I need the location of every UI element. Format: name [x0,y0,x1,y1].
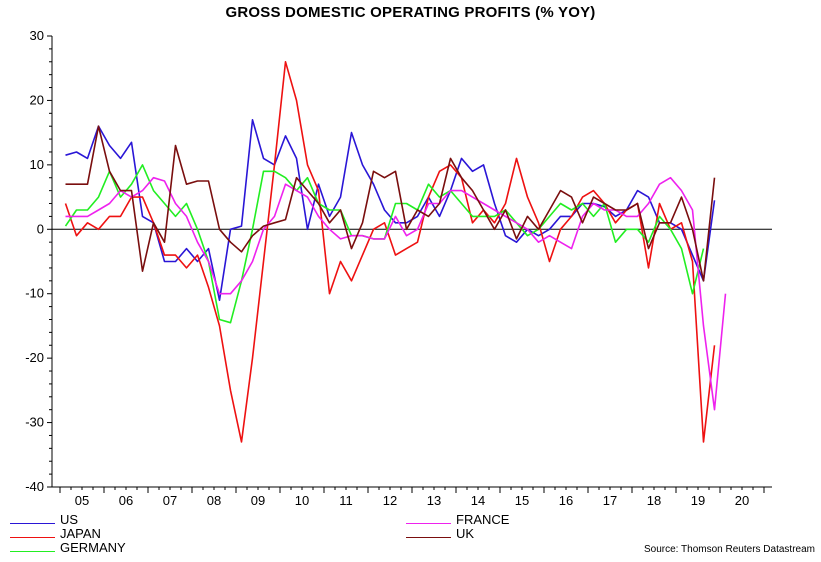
x-tick-label: 12 [383,493,397,508]
y-tick-label: 0 [37,221,44,236]
y-axis-ticks: 30 20 10 0 -10 -20 -30 -40 [25,28,52,494]
x-tick-label: 10 [295,493,309,508]
series-line-uk [65,125,716,282]
y-tick-label: 30 [30,28,44,43]
x-tick-label: 17 [603,493,617,508]
y-tick-label: 10 [30,157,44,172]
series-line-japan [64,60,716,443]
y-tick-label: -40 [25,479,44,494]
legend-swatch-germany [10,551,55,552]
legend-swatch-us [10,523,55,524]
y-tick-label: -30 [25,415,44,430]
legend-label-japan: JAPAN [60,526,101,541]
x-tick-label: 07 [163,493,177,508]
series-lines [64,60,727,443]
legend-label-germany: GERMANY [60,540,126,555]
x-tick-label: 16 [559,493,573,508]
y-tick-label: 20 [30,92,44,107]
x-tick-label: 06 [119,493,133,508]
legend-swatch-uk [406,537,451,538]
legend-swatch-france [406,523,451,524]
x-tick-label: 13 [427,493,441,508]
x-tick-label: 18 [647,493,661,508]
chart-axes [51,36,772,488]
x-tick-label: 14 [471,493,485,508]
x-tick-label: 15 [515,493,529,508]
series-line-france [65,176,727,411]
legend-label-france: FRANCE [456,512,510,527]
x-axis-ticks: 05 06 07 08 09 10 11 12 13 14 15 16 17 18 19 20 [59,487,765,508]
x-tick-label: 11 [339,493,353,508]
x-tick-label: 08 [207,493,221,508]
legend-swatch-japan [10,537,55,538]
x-tick-label: 20 [735,493,749,508]
x-tick-label: 19 [691,493,705,508]
legend-label-us: US [60,512,79,527]
y-tick-label: -10 [25,286,44,301]
legend-label-uk: UK [456,526,475,541]
x-tick-label: 05 [75,493,89,508]
source-note: Source: Thomson Reuters Datastream [643,544,815,555]
y-tick-label: -20 [25,350,44,365]
x-tick-label: 09 [251,493,265,508]
chart-title: GROSS DOMESTIC OPERATING PROFITS (% YOY) [225,4,596,21]
